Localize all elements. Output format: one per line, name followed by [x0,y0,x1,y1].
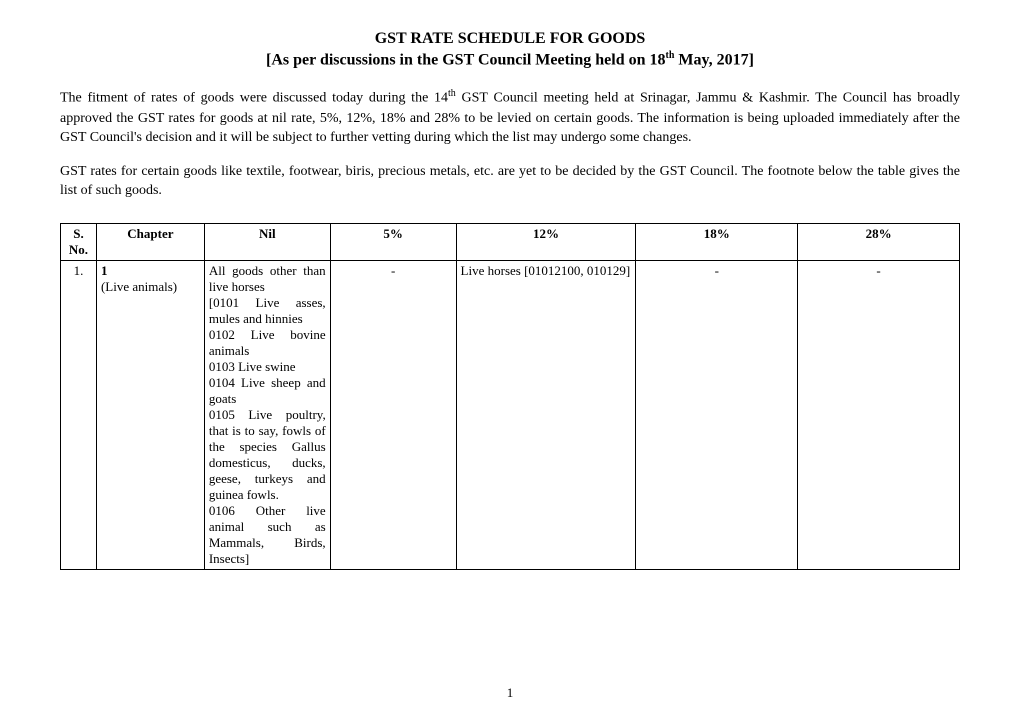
chapter-name: (Live animals) [101,279,177,294]
cell-nil: All goods other than live horses[0101 Li… [204,260,330,569]
chapter-number: 1 [101,263,108,278]
p1-part1: The fitment of rates of goods were discu… [60,91,448,106]
cell-chapter: 1 (Live animals) [96,260,204,569]
cell-5pct: - [330,260,456,569]
cell-18pct: - [636,260,798,569]
col-header-28pct: 28% [798,223,960,260]
cell-28pct: - [798,260,960,569]
col-header-chapter: Chapter [96,223,204,260]
col-header-18pct: 18% [636,223,798,260]
document-title: GST RATE SCHEDULE FOR GOODS [60,30,960,48]
col-header-5pct: 5% [330,223,456,260]
col-header-nil: Nil [204,223,330,260]
col-header-sno: S. No. [61,223,97,260]
intro-paragraph-1: The fitment of rates of goods were discu… [60,87,960,147]
table-header-row: S. No. Chapter Nil 5% 12% 18% 28% [61,223,960,260]
document-subtitle: [As per discussions in the GST Council M… [60,50,960,69]
p1-superscript: th [448,88,456,99]
table-row: 1. 1 (Live animals) All goods other than… [61,260,960,569]
subtitle-suffix: May, 2017] [674,51,754,68]
cell-sno: 1. [61,260,97,569]
col-header-12pct: 12% [456,223,636,260]
cell-12pct: Live horses [01012100, 010129] [456,260,636,569]
page-number: 1 [0,685,1020,701]
gst-rate-table: S. No. Chapter Nil 5% 12% 18% 28% 1. 1 (… [60,223,960,570]
subtitle-prefix: [As per discussions in the GST Council M… [266,51,665,68]
intro-paragraph-2: GST rates for certain goods like textile… [60,162,960,201]
